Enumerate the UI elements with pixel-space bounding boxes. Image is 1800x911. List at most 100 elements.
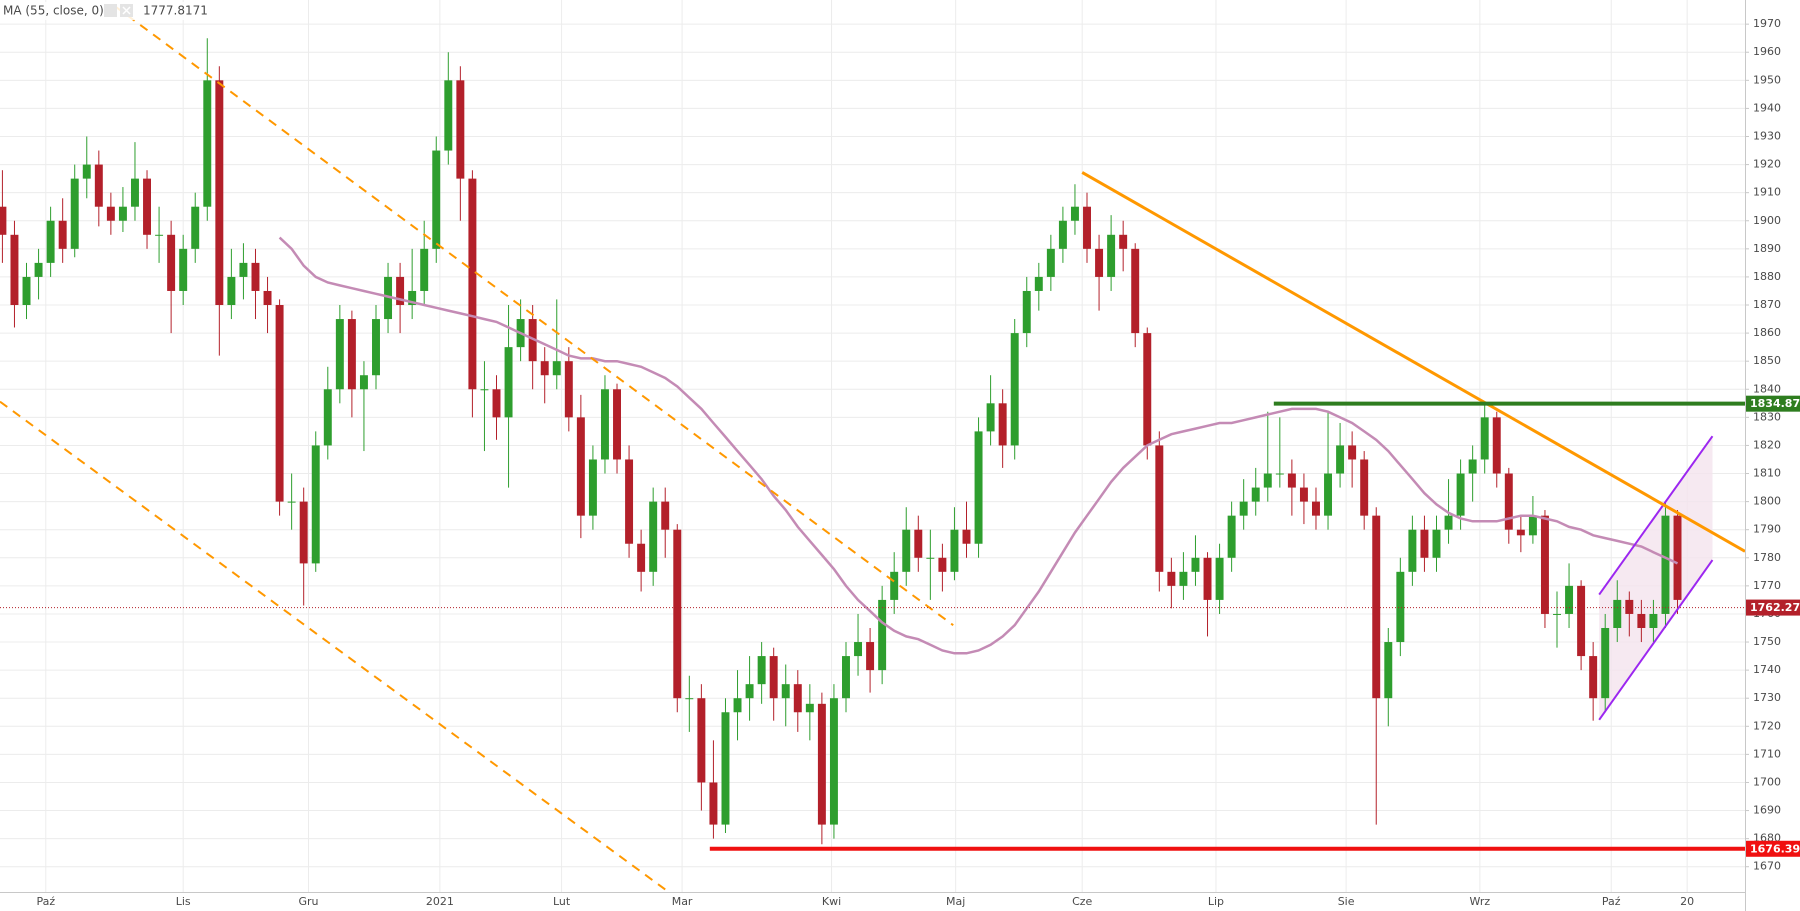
price-badge-label: 1676.39 [1750, 842, 1800, 855]
candle-body [1034, 276, 1043, 291]
candle-body [1167, 571, 1176, 586]
candle-body [769, 656, 778, 699]
candle-body [335, 319, 344, 390]
y-tick-label: 1720 [1753, 719, 1781, 732]
candle-body [576, 417, 585, 516]
channel-upper [1598, 435, 1714, 596]
channel-lower [1598, 559, 1714, 721]
candle-body [540, 361, 549, 376]
x-tick-label: 20 [1680, 895, 1694, 908]
price-badge [1746, 840, 1800, 857]
candle-body [1516, 529, 1525, 536]
y-tick-label: 1970 [1753, 17, 1781, 30]
indicator-value: 1777.8171 [143, 4, 208, 18]
candle-body [58, 220, 67, 249]
candle-body [890, 571, 899, 600]
candle-body [504, 347, 513, 418]
candle-body [721, 712, 730, 825]
candle-body [781, 684, 790, 699]
candle-body [1131, 248, 1140, 334]
candle-body [384, 276, 393, 320]
candle-body [1203, 557, 1212, 600]
candle-body [1215, 557, 1224, 600]
candle-body [745, 684, 754, 699]
candle-body [1673, 515, 1682, 600]
ma-line [278, 236, 1679, 655]
candle-body [661, 501, 670, 530]
candle-body [793, 684, 802, 713]
x-tick-label: Paź [36, 895, 55, 908]
candle-body [1046, 248, 1055, 277]
candle-body [1601, 627, 1610, 699]
candle-body [468, 178, 477, 390]
candle-body [528, 319, 537, 362]
candle-body [673, 529, 682, 699]
settings-icon[interactable] [104, 4, 117, 17]
candle-body [625, 459, 634, 544]
y-tick-label: 1950 [1753, 73, 1781, 86]
price-badge [1746, 599, 1800, 616]
candle-body [372, 319, 380, 376]
axes: 1670168016901700171017201730174017501760… [36, 17, 1800, 908]
candle-body [263, 290, 272, 306]
candle-body [1649, 613, 1658, 628]
x-tick-label: Cze [1072, 895, 1092, 908]
candle-body [215, 80, 224, 306]
candle-body [733, 698, 742, 713]
candle-body [1396, 571, 1405, 643]
candle-body [1263, 473, 1272, 488]
y-tick-label: 1960 [1753, 45, 1781, 58]
trendline [1081, 171, 1745, 553]
candle-body [1119, 234, 1128, 249]
candle-body [359, 375, 368, 390]
y-tick-label: 1750 [1753, 635, 1781, 648]
candle-body [829, 698, 838, 825]
candle-body [1324, 473, 1333, 516]
candle-body [1625, 599, 1634, 614]
candle-body [564, 361, 573, 418]
candle-body [1070, 206, 1079, 221]
close-glyph [122, 6, 131, 15]
candle-body [1155, 445, 1164, 572]
y-tick-label: 1790 [1753, 523, 1781, 536]
y-tick-label: 1910 [1753, 186, 1781, 199]
candle-body [396, 276, 405, 306]
candle-body [1022, 290, 1031, 334]
candle-body [1227, 515, 1236, 558]
y-tick-label: 1860 [1753, 326, 1781, 339]
y-tick-label: 1940 [1753, 101, 1781, 114]
candle-body [685, 698, 694, 700]
candle-body [492, 389, 501, 418]
y-tick-label: 1690 [1753, 804, 1781, 817]
candle-body [1613, 599, 1622, 628]
candle-body [1372, 515, 1381, 699]
candle-body [480, 389, 489, 391]
candle-body [299, 501, 308, 564]
candle-body [1456, 473, 1465, 516]
candle-body [649, 501, 658, 572]
candle-body [1312, 501, 1320, 516]
candle-body [167, 234, 176, 291]
candle-body [1010, 333, 1019, 446]
candle-body [998, 403, 1007, 446]
trendline [113, 5, 954, 626]
x-tick-label: Gru [298, 895, 318, 908]
candle-body [179, 248, 188, 291]
candle-body [239, 262, 248, 277]
candle-body [287, 501, 296, 503]
candle-body [94, 164, 103, 207]
candle-body [420, 248, 429, 291]
candle-body [118, 206, 127, 221]
candle-body [709, 782, 718, 825]
candle-body [842, 656, 850, 699]
candle-body [914, 529, 923, 558]
candle-body [1444, 515, 1453, 530]
candle-body [0, 206, 7, 235]
x-tick-label: Lut [553, 895, 571, 908]
candle-body [70, 178, 79, 249]
candle-body [986, 403, 995, 432]
y-tick-label: 1710 [1753, 747, 1781, 760]
x-tick-label: Sie [1338, 895, 1355, 908]
candle-body [1553, 613, 1561, 615]
